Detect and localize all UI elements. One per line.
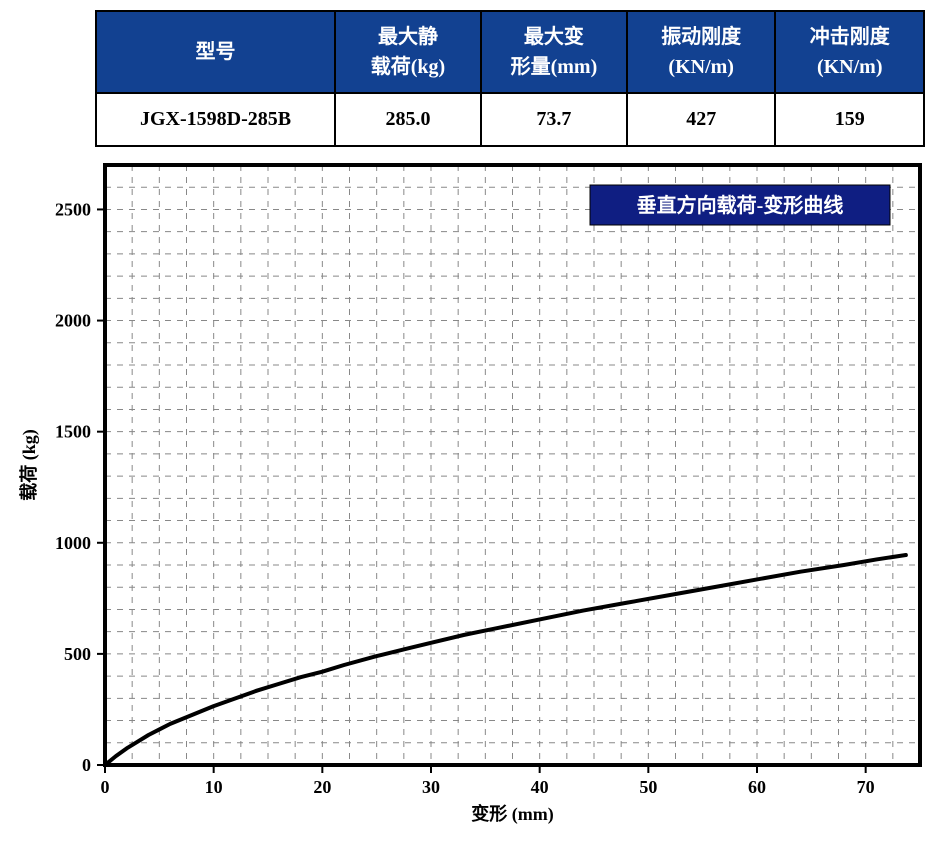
svg-text:垂直方向载荷-变形曲线: 垂直方向载荷-变形曲线	[637, 193, 844, 217]
svg-text:60: 60	[748, 777, 766, 797]
svg-text:500: 500	[64, 644, 91, 664]
svg-text:30: 30	[422, 777, 440, 797]
table-header: 最大静载荷(kg)	[335, 11, 481, 93]
table-cell: 73.7	[481, 93, 627, 146]
svg-text:70: 70	[857, 777, 875, 797]
load-deflection-chart: 0 10 20 30 40 50 60 70 0 500 1000 1500 2000 2500 变形 (m…	[10, 155, 935, 845]
svg-text:20: 20	[313, 777, 331, 797]
spec-table: 型号最大静载荷(kg)最大变形量(mm)振动刚度(KN/m)冲击刚度(KN/m)…	[95, 10, 925, 147]
svg-text:10: 10	[205, 777, 223, 797]
svg-text:0: 0	[101, 777, 110, 797]
svg-text:2500: 2500	[55, 199, 91, 219]
svg-text:0: 0	[82, 755, 91, 775]
table-header: 振动刚度(KN/m)	[627, 11, 776, 93]
svg-text:50: 50	[639, 777, 657, 797]
table-header: 冲击刚度(KN/m)	[775, 11, 924, 93]
table-cell: JGX-1598D-285B	[96, 93, 335, 146]
svg-text:2000: 2000	[55, 311, 91, 331]
svg-text:变形 (mm): 变形 (mm)	[471, 803, 553, 825]
table-header: 型号	[96, 11, 335, 93]
table-header: 最大变形量(mm)	[481, 11, 627, 93]
table-cell: 285.0	[335, 93, 481, 146]
svg-text:1500: 1500	[55, 422, 91, 442]
svg-text:1000: 1000	[55, 533, 91, 553]
table-cell: 427	[627, 93, 776, 146]
svg-text:载荷 (kg): 载荷 (kg)	[18, 429, 40, 501]
svg-text:40: 40	[531, 777, 549, 797]
table-cell: 159	[775, 93, 924, 146]
